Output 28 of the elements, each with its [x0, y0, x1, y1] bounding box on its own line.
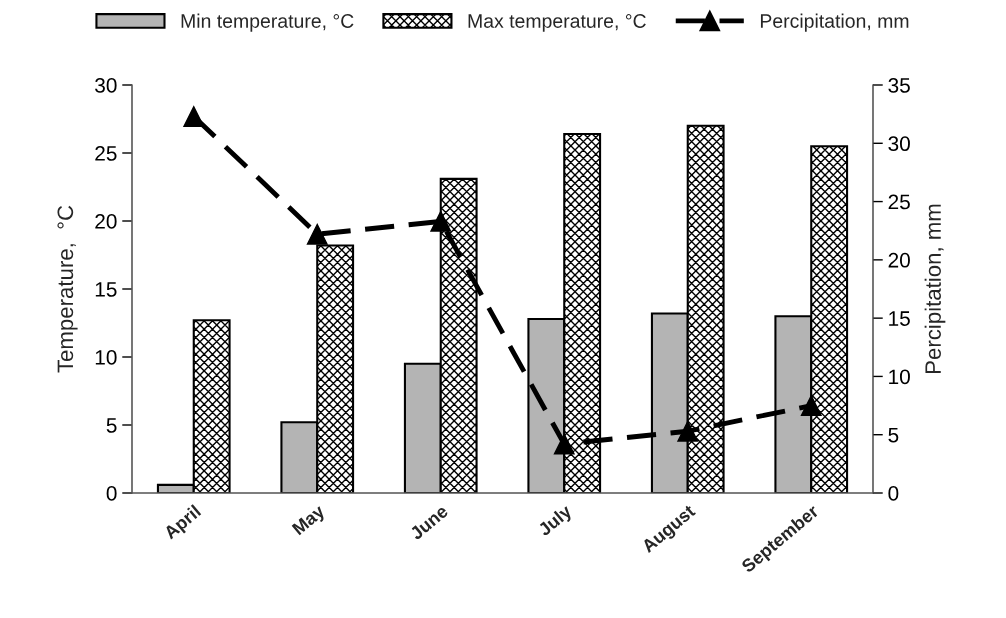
x-tick-label: May: [291, 503, 328, 539]
y-tick-label: 5: [106, 418, 117, 433]
y2-tick-label: 25: [888, 194, 910, 210]
y2-tick-label: 35: [888, 78, 910, 93]
x-tick-label: July: [536, 503, 575, 540]
point: [677, 420, 699, 442]
y2-tick-label: 20: [888, 252, 910, 268]
legend-label: Min temperature, °C: [181, 13, 354, 32]
y-tick-label: 20: [95, 214, 117, 229]
y-tick-label: 15: [95, 282, 117, 297]
point: [430, 210, 452, 232]
y2-tick-label: 5: [888, 427, 899, 443]
legend-label: Max temperature, °C: [468, 14, 646, 32]
y-tick-label: 30: [95, 78, 117, 93]
point: [183, 106, 205, 127]
y-axis-title: Temperature, °C: [57, 205, 78, 373]
y2-axis-title: Percipitation, mm: [924, 204, 946, 373]
y-tick-label: 25: [95, 146, 117, 161]
legend-label: Percipitation, mm: [760, 13, 909, 32]
y2-tick-label: 0: [888, 486, 899, 501]
point: [553, 433, 575, 455]
y2-tick-label: 30: [888, 136, 910, 152]
y-tick-label: 0: [106, 486, 117, 501]
y-tick-label: 10: [95, 350, 117, 365]
point: [306, 223, 328, 245]
y2-tick-label: 15: [889, 311, 910, 326]
point: [800, 395, 822, 416]
y2-tick-label: 10: [889, 369, 910, 385]
